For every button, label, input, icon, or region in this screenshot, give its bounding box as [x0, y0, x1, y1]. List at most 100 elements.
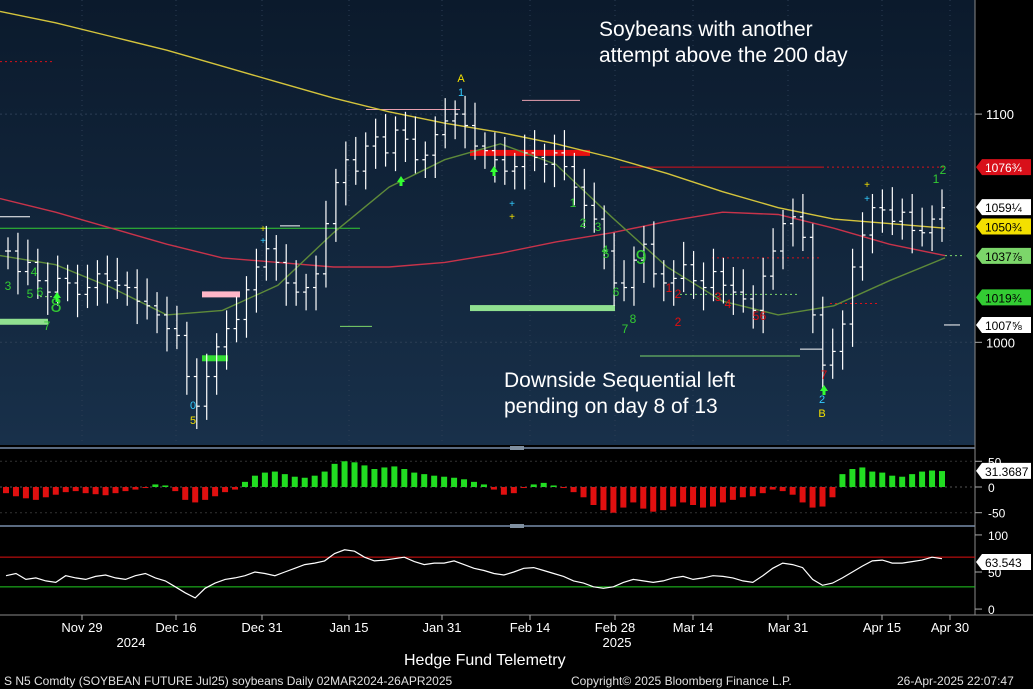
tdst-level-bar	[202, 291, 240, 298]
rsi-value-tag: 63.543	[976, 553, 1031, 570]
price-bar	[700, 262, 707, 311]
sequential-count-label: 2	[675, 315, 682, 329]
momentum-bar	[749, 487, 756, 497]
sequential-count-label: 8	[50, 295, 61, 317]
momentum-bar	[700, 487, 707, 508]
sequential-count-label: 5	[27, 287, 34, 301]
momentum-bar	[919, 471, 926, 487]
momentum-tick-label: 0	[988, 481, 995, 495]
momentum-bar	[192, 487, 199, 503]
momentum-bar	[570, 487, 577, 493]
price-bar	[422, 141, 429, 178]
x-year-label: 2024	[117, 635, 146, 650]
price-bar	[730, 267, 737, 315]
sequential-count-label: 2	[940, 163, 947, 177]
price-bar	[710, 248, 717, 302]
x-year-label: 2025	[603, 635, 632, 650]
sequential-count-label: 1	[666, 281, 673, 295]
momentum-bar	[22, 487, 29, 499]
price-bar	[541, 143, 548, 183]
price-bar	[124, 271, 131, 306]
momentum-bar	[899, 476, 906, 487]
price-bar	[442, 98, 449, 149]
price-bar	[44, 262, 51, 315]
price-bar	[412, 116, 419, 174]
momentum-bar	[829, 487, 836, 498]
price-tag-label: 1059¼	[985, 201, 1023, 215]
momentum-bar	[132, 487, 139, 490]
price-bar	[74, 264, 81, 318]
price-bar	[839, 310, 846, 370]
momentum-bar	[680, 487, 687, 503]
momentum-tag-label: 31.3687	[985, 465, 1029, 479]
setup-arrow-stem	[822, 391, 826, 395]
momentum-bar	[540, 482, 547, 487]
x-tick-label: Jan 31	[422, 620, 461, 635]
x-tick-label: Dec 31	[241, 620, 282, 635]
price-bar	[362, 132, 369, 190]
momentum-bar	[341, 461, 348, 487]
momentum-bar	[471, 481, 477, 487]
price-bar	[680, 241, 687, 293]
momentum-bar	[122, 487, 129, 492]
price-bar	[859, 212, 866, 281]
price-tag: 1007⅝	[976, 316, 1031, 333]
setup-arrow-icon	[820, 385, 828, 391]
momentum-bar	[182, 487, 189, 500]
price-bar	[809, 223, 816, 334]
price-bar	[799, 193, 806, 252]
watermark-text: Hedge Fund Telemetry	[404, 652, 566, 669]
momentum-tick-label: -50	[988, 507, 1006, 521]
price-bar	[750, 285, 757, 329]
momentum-bar	[709, 487, 716, 507]
momentum-bar	[839, 474, 846, 487]
price-bar	[372, 118, 379, 169]
price-bar	[14, 232, 21, 295]
sequential-count-label: 4	[602, 243, 609, 257]
momentum-bar	[600, 487, 607, 511]
x-tick-label: Apr 15	[863, 620, 901, 635]
setup-arrow-stem	[55, 298, 59, 302]
price-tag: 1076¾	[976, 159, 1031, 176]
price-bar	[760, 257, 767, 334]
momentum-bar	[719, 487, 726, 503]
price-bar	[223, 310, 230, 370]
sequential-count-label: 2	[819, 394, 825, 406]
price-bar	[303, 273, 310, 311]
momentum-bar	[461, 479, 468, 487]
annotation-bottom: Downside Sequential left pending on day …	[504, 369, 736, 418]
sequential-count-label: A	[457, 73, 465, 85]
price-bar	[899, 198, 906, 240]
momentum-bar	[550, 485, 557, 487]
price-bar	[163, 296, 170, 352]
price-bar	[581, 168, 588, 229]
sequential-count-label: 6	[760, 309, 767, 323]
momentum-bar	[351, 462, 358, 487]
price-tag-bg	[976, 316, 1031, 333]
momentum-bar	[311, 475, 318, 487]
momentum-bar	[480, 484, 487, 487]
momentum-bar	[630, 487, 637, 503]
momentum-tag-bg	[976, 462, 1031, 479]
tdst-level-bar	[470, 149, 590, 156]
price-bar	[621, 260, 628, 302]
price-bar	[849, 248, 856, 347]
momentum-bar	[381, 467, 388, 487]
sequential-count-label: 7	[821, 368, 828, 382]
price-bar	[402, 111, 409, 163]
price-bar	[939, 189, 945, 242]
momentum-bar	[580, 487, 587, 498]
rsi-tag-label: 63.543	[985, 556, 1022, 570]
price-bar	[472, 102, 478, 160]
sequential-count-label: 4	[725, 297, 732, 311]
price-bar	[740, 269, 747, 313]
momentum-bar	[640, 487, 647, 509]
momentum-bar	[321, 471, 328, 487]
momentum-bar	[411, 472, 418, 487]
momentum-bar	[82, 487, 89, 494]
momentum-bar	[3, 487, 9, 494]
price-bar	[571, 152, 578, 206]
momentum-bar	[441, 476, 448, 487]
momentum-bar	[939, 471, 945, 487]
